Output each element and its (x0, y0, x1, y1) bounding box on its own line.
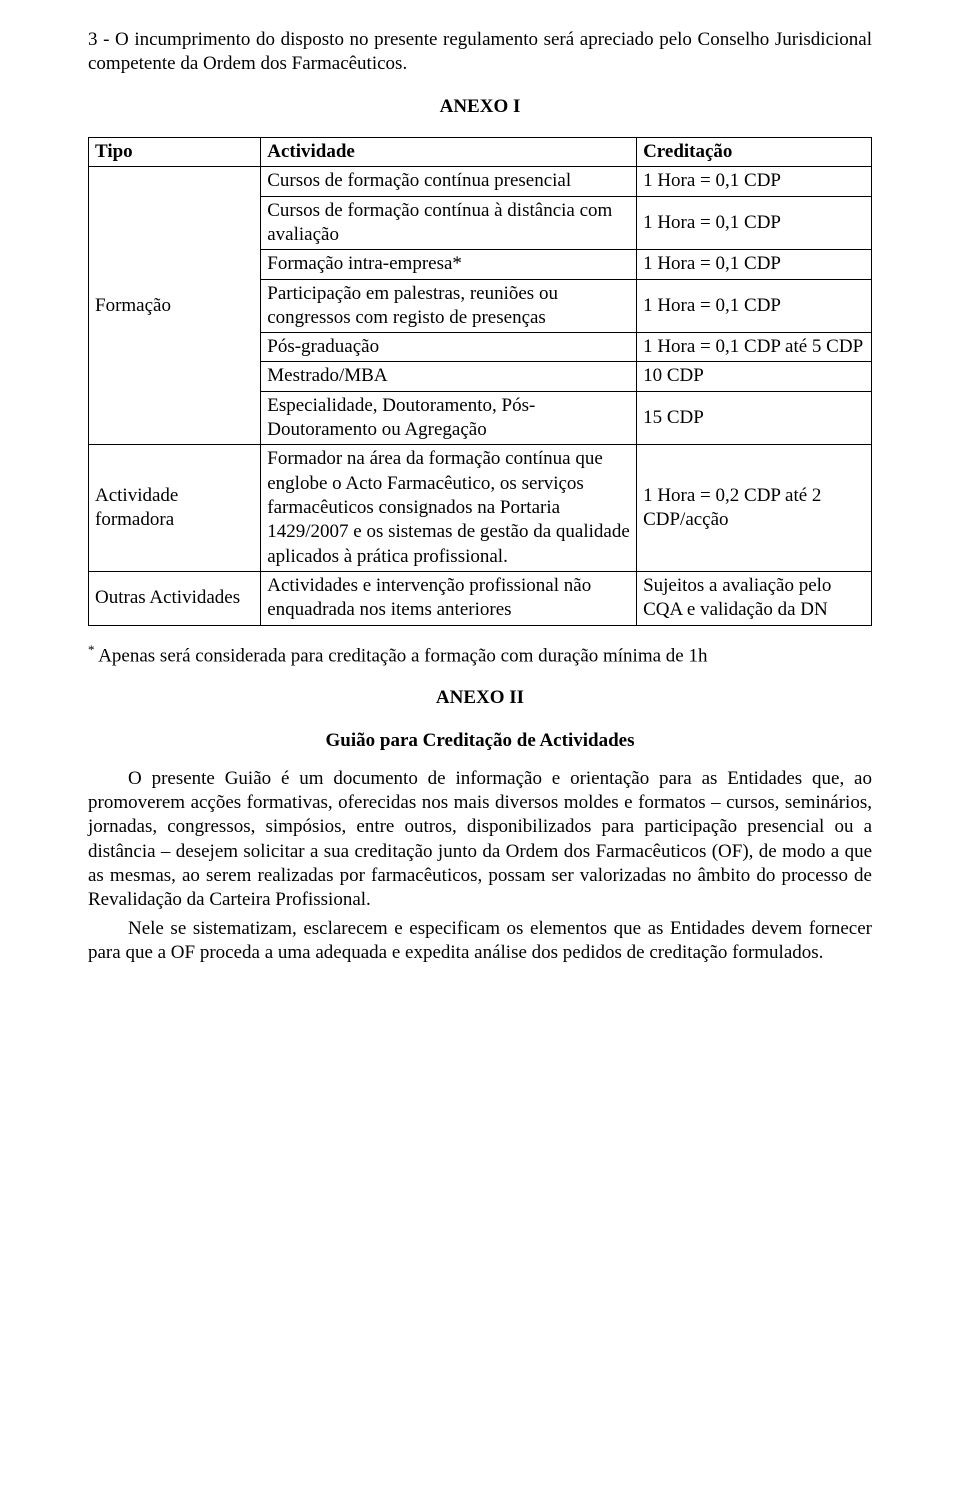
cell-creditacao: 10 CDP (637, 362, 872, 391)
cell-creditacao: Sujeitos a avaliação pelo CQA e validaçã… (637, 571, 872, 625)
th-actividade: Actividade (261, 137, 637, 166)
page: 3 - O incumprimento do disposto no prese… (0, 0, 960, 1500)
cell-creditacao: 1 Hora = 0,1 CDP (637, 196, 872, 250)
cell-actividade: Cursos de formação contínua presencial (261, 167, 637, 196)
cell-tipo-outras: Outras Actividades (89, 571, 261, 625)
anexo-ii-para-2: Nele se sistematizam, esclarecem e espec… (88, 917, 872, 966)
intro-paragraph: 3 - O incumprimento do disposto no prese… (88, 28, 872, 77)
cell-creditacao: 15 CDP (637, 391, 872, 445)
anexo-i-title: ANEXO I (88, 95, 872, 119)
cell-actividade: Actividades e intervenção profissional n… (261, 571, 637, 625)
anexo-ii-title: ANEXO II (88, 686, 872, 710)
cell-tipo-actividade-formadora: Actividade formadora (89, 445, 261, 572)
cell-actividade: Mestrado/MBA (261, 362, 637, 391)
table-row: Formação Cursos de formação contínua pre… (89, 167, 872, 196)
cell-actividade: Participação em palestras, reuniões ou c… (261, 279, 637, 333)
cell-actividade: Formador na área da formação contínua qu… (261, 445, 637, 572)
cell-tipo-formacao: Formação (89, 167, 261, 445)
table-header-row: Tipo Actividade Creditação (89, 137, 872, 166)
table-row: Outras Actividades Actividades e interve… (89, 571, 872, 625)
cell-creditacao: 1 Hora = 0,1 CDP (637, 167, 872, 196)
cell-actividade: Pós-graduação (261, 333, 637, 362)
th-tipo: Tipo (89, 137, 261, 166)
cell-actividade: Cursos de formação contínua à distância … (261, 196, 637, 250)
anexo-ii-para-1: O presente Guião é um documento de infor… (88, 767, 872, 913)
footnote: * Apenas será considerada para creditaçã… (88, 642, 872, 669)
cell-creditacao: 1 Hora = 0,1 CDP até 5 CDP (637, 333, 872, 362)
footnote-text: Apenas será considerada para creditação … (95, 645, 708, 666)
creditacao-table: Tipo Actividade Creditação Formação Curs… (88, 137, 872, 626)
th-creditacao: Creditação (637, 137, 872, 166)
cell-creditacao: 1 Hora = 0,2 CDP até 2 CDP/acção (637, 445, 872, 572)
cell-creditacao: 1 Hora = 0,1 CDP (637, 250, 872, 279)
anexo-ii-subheading: Guião para Creditação de Actividades (88, 729, 872, 753)
cell-actividade: Formação intra-empresa* (261, 250, 637, 279)
cell-actividade: Especialidade, Doutoramento, Pós-Doutora… (261, 391, 637, 445)
table-row: Actividade formadora Formador na área da… (89, 445, 872, 572)
cell-creditacao: 1 Hora = 0,1 CDP (637, 279, 872, 333)
